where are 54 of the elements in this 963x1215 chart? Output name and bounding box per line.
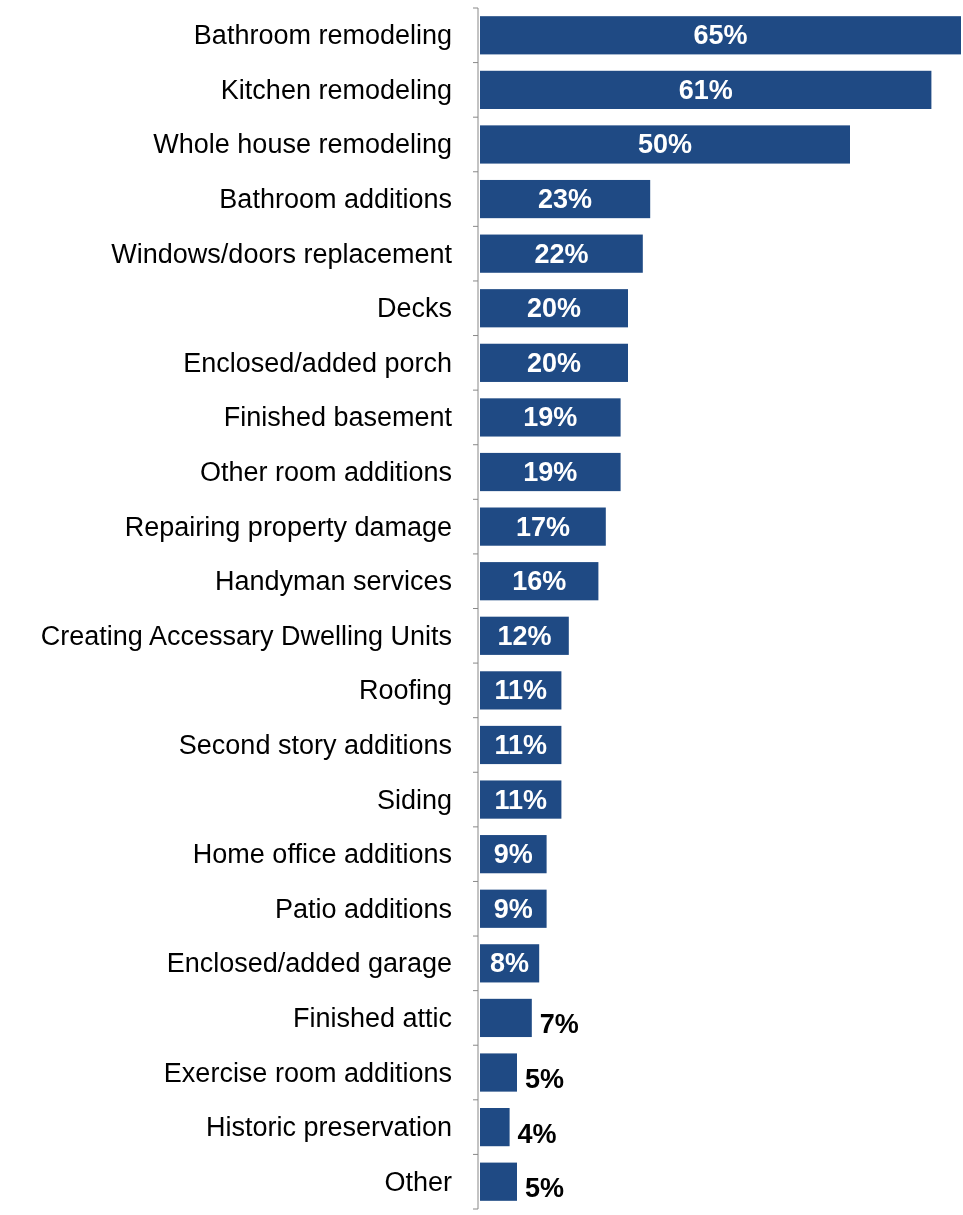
- y-tick-label: Other room additions: [199, 457, 452, 488]
- data-label: 4%: [517, 1118, 557, 1149]
- data-label: 5%: [525, 1064, 565, 1095]
- data-label: 23%: [538, 184, 593, 215]
- y-tick-label: Exercise room additions: [163, 1057, 452, 1088]
- data-label: 20%: [526, 347, 582, 378]
- data-label: 17%: [515, 511, 570, 542]
- data-label: 65%: [693, 20, 748, 51]
- data-label: 9%: [493, 893, 533, 924]
- y-tick-label: Home office additions: [192, 839, 452, 870]
- data-label: 61%: [678, 74, 733, 105]
- y-tick-label: Enclosed/added porch: [183, 347, 452, 378]
- y-tick-label: Kitchen remodeling: [220, 74, 452, 105]
- bar: [480, 70, 932, 109]
- y-tick-label: Bathroom remodeling: [193, 20, 452, 51]
- data-label: 50%: [637, 129, 693, 160]
- y-tick-label: Finished basement: [223, 402, 453, 433]
- bar: [480, 998, 532, 1038]
- bar: [480, 16, 961, 55]
- data-label: 11%: [494, 784, 547, 815]
- data-label: 16%: [512, 566, 567, 597]
- data-label: 20%: [526, 293, 582, 324]
- y-tick-label: Second story additions: [178, 729, 452, 760]
- data-label: 8%: [490, 948, 530, 979]
- bar: [480, 179, 651, 219]
- bar: [480, 234, 643, 273]
- y-tick-label: Finished attic: [292, 1002, 452, 1033]
- data-label: 12%: [497, 620, 552, 651]
- y-tick-label: Repairing property damage: [124, 511, 452, 542]
- y-tick-label: Historic preservation: [205, 1112, 452, 1143]
- y-tick-label: Decks: [376, 293, 452, 324]
- y-tick-label: Bathroom additions: [219, 184, 452, 215]
- data-label: 19%: [523, 457, 578, 488]
- data-label: 11%: [494, 675, 547, 706]
- bar: [480, 125, 850, 164]
- y-tick-label: Patio additions: [274, 893, 452, 924]
- y-tick-label: Roofing: [358, 675, 452, 706]
- data-label: 19%: [523, 402, 578, 433]
- data-label: 9%: [493, 839, 533, 870]
- y-tick-label: Enclosed/added garage: [166, 948, 452, 979]
- y-tick-label: Windows/doors replacement: [111, 238, 453, 269]
- y-tick-label: Siding: [376, 784, 452, 815]
- data-label: 22%: [534, 238, 589, 269]
- bar: [480, 398, 621, 437]
- y-tick-label: Other: [384, 1166, 452, 1197]
- bar: [480, 1053, 517, 1092]
- y-tick-label: Handyman services: [214, 566, 452, 597]
- data-label: 5%: [525, 1173, 565, 1204]
- y-tick-label: Whole house remodeling: [153, 129, 452, 160]
- bar: [480, 1162, 517, 1201]
- data-label: 7%: [539, 1009, 579, 1040]
- y-tick-label: Creating Accessary Dwelling Units: [40, 620, 452, 651]
- bar: [480, 1108, 510, 1147]
- data-label: 11%: [494, 729, 547, 760]
